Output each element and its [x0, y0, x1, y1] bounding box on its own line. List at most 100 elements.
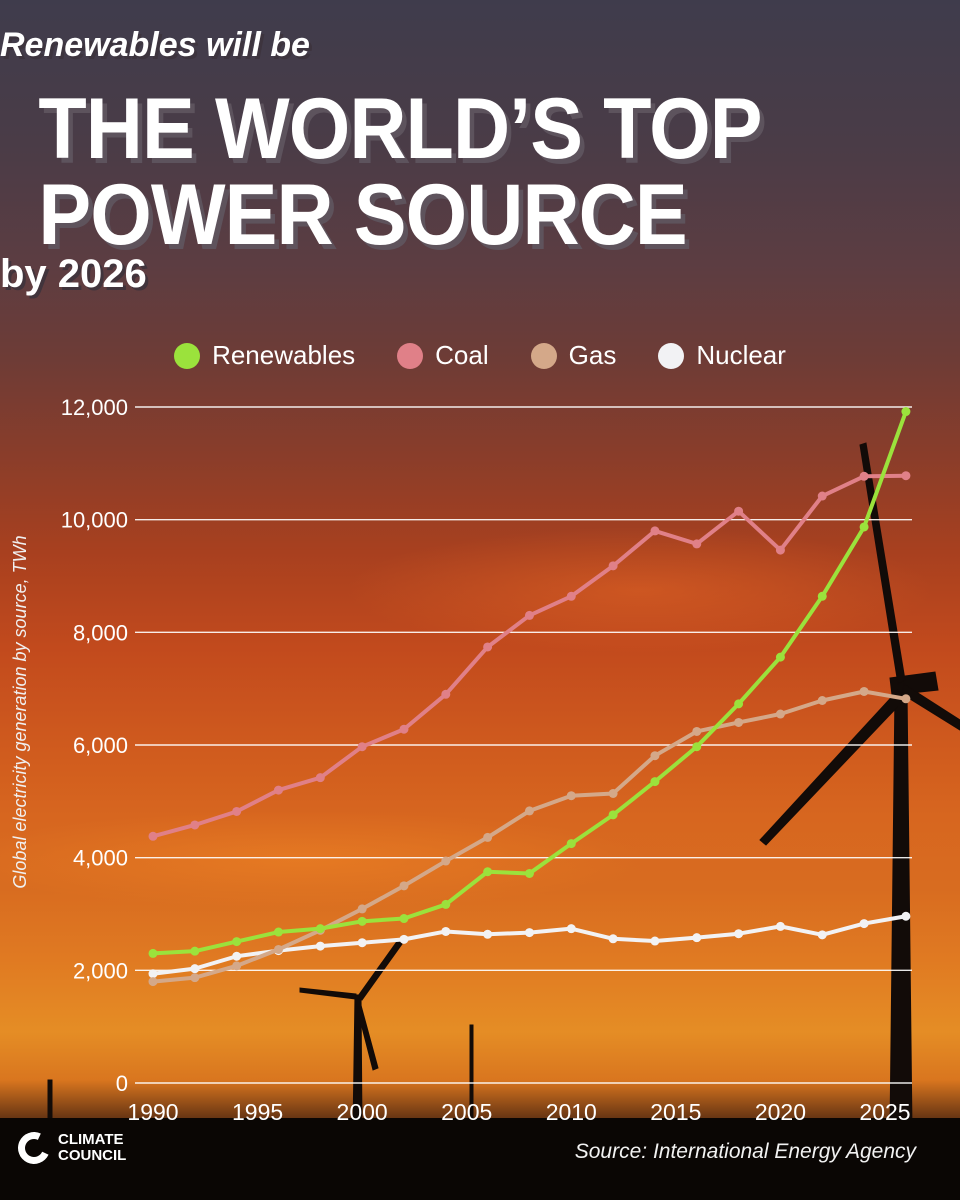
- legend-dot-renewables: [174, 342, 201, 369]
- data-point-renewables: [692, 742, 702, 752]
- data-point-coal: [734, 506, 744, 516]
- series-line-coal: [151, 473, 908, 839]
- data-point-coal: [399, 724, 409, 734]
- data-point-renewables: [608, 810, 618, 820]
- data-point-gas: [734, 717, 744, 727]
- data-point-nuclear: [315, 941, 325, 951]
- data-point-coal: [859, 471, 869, 481]
- series-line-gas: [151, 689, 908, 984]
- data-point-coal: [357, 742, 367, 752]
- data-point-nuclear: [232, 951, 242, 961]
- data-point-nuclear: [399, 934, 409, 944]
- data-point-coal: [315, 773, 325, 783]
- data-point-renewables: [148, 948, 158, 958]
- headline-line-2: POWER SOURCE: [38, 167, 687, 263]
- data-point-nuclear: [566, 924, 576, 934]
- series-nuclear: [148, 911, 911, 979]
- data-point-renewables: [775, 652, 785, 662]
- series-renewables: [148, 407, 911, 958]
- legend-item-coal: Coal: [397, 340, 489, 371]
- data-point-nuclear: [692, 933, 702, 943]
- y-tick-label: 4,000: [73, 846, 128, 871]
- chart-axes: 0 2,000 4,000 6,000 8,000 10,000 12,000 1990 199…: [10, 395, 911, 1125]
- legend-label-nuclear: Nuclear: [696, 340, 786, 370]
- data-point-nuclear: [901, 911, 911, 921]
- data-point-nuclear: [775, 921, 785, 931]
- legend-item-nuclear: Nuclear: [658, 340, 786, 371]
- data-point-coal: [566, 591, 576, 601]
- data-point-coal: [232, 806, 242, 816]
- data-point-coal: [692, 539, 702, 549]
- source-credit: Source: International Energy Agency: [574, 1140, 916, 1163]
- data-point-coal: [775, 545, 785, 555]
- data-point-renewables: [273, 927, 283, 937]
- data-point-nuclear: [483, 929, 493, 939]
- y-tick-label: 8,000: [73, 620, 128, 645]
- data-point-renewables: [190, 946, 200, 956]
- data-point-coal: [273, 785, 283, 795]
- chart-series: [148, 407, 911, 987]
- data-point-nuclear: [190, 964, 200, 974]
- series-gas: [148, 686, 911, 987]
- logo-line-1: CLIMATE: [58, 1131, 124, 1148]
- data-point-coal: [483, 642, 493, 652]
- legend-item-renewables: Renewables: [174, 340, 355, 371]
- data-point-renewables: [399, 914, 409, 924]
- data-point-gas: [524, 806, 534, 816]
- data-point-renewables: [817, 591, 827, 601]
- x-tick-label: 2025: [859, 1099, 910, 1125]
- climate-council-logo: CLIMATE COUNCIL: [13, 1127, 126, 1169]
- legend-label-coal: Coal: [435, 340, 489, 370]
- headline-line-1: THE WORLD’S TOP: [38, 81, 762, 177]
- data-point-nuclear: [608, 934, 618, 944]
- data-point-gas: [273, 944, 283, 954]
- legend-dot-coal: [397, 342, 424, 369]
- x-tick-label: 2020: [755, 1099, 806, 1125]
- series-coal: [148, 471, 911, 841]
- data-point-gas: [608, 788, 618, 798]
- y-tick-label: 2,000: [73, 958, 128, 983]
- x-tick-label: 2015: [650, 1099, 701, 1125]
- data-point-coal: [441, 689, 451, 699]
- data-point-gas: [650, 751, 660, 761]
- data-point-renewables: [566, 839, 576, 849]
- data-point-coal: [650, 526, 660, 536]
- data-point-nuclear: [357, 938, 367, 948]
- data-point-nuclear: [817, 930, 827, 940]
- data-point-gas: [901, 694, 911, 704]
- data-point-gas: [566, 791, 576, 801]
- legend-label-gas: Gas: [568, 340, 617, 370]
- data-point-gas: [692, 726, 702, 736]
- data-point-coal: [901, 471, 911, 481]
- x-tick-label: 2000: [337, 1099, 388, 1125]
- x-tick-label: 2010: [546, 1099, 597, 1125]
- data-point-gas: [357, 904, 367, 914]
- data-point-nuclear: [650, 936, 660, 946]
- data-point-gas: [483, 832, 493, 842]
- x-tick-label: 1990: [127, 1099, 178, 1125]
- data-point-renewables: [650, 777, 660, 787]
- data-point-renewables: [524, 868, 534, 878]
- data-point-renewables: [859, 522, 869, 532]
- y-tick-label: 10,000: [61, 508, 128, 533]
- x-tick-label: 2005: [441, 1099, 492, 1125]
- data-point-nuclear: [734, 929, 744, 939]
- data-point-nuclear: [859, 919, 869, 929]
- data-point-coal: [524, 610, 534, 620]
- data-point-renewables: [232, 937, 242, 947]
- chart-legend: Renewables Coal Gas Nuclear: [0, 340, 960, 371]
- data-point-gas: [399, 881, 409, 891]
- data-point-renewables: [315, 924, 325, 934]
- data-point-renewables: [734, 699, 744, 709]
- data-point-coal: [190, 820, 200, 830]
- data-point-nuclear: [441, 926, 451, 936]
- data-point-coal: [608, 561, 618, 571]
- y-tick-label: 12,000: [61, 395, 128, 420]
- data-point-gas: [148, 977, 158, 987]
- y-tick-label: 6,000: [73, 733, 128, 758]
- data-point-nuclear: [524, 928, 534, 938]
- data-point-gas: [817, 695, 827, 705]
- legend-dot-gas: [530, 342, 557, 369]
- data-point-renewables: [483, 867, 493, 877]
